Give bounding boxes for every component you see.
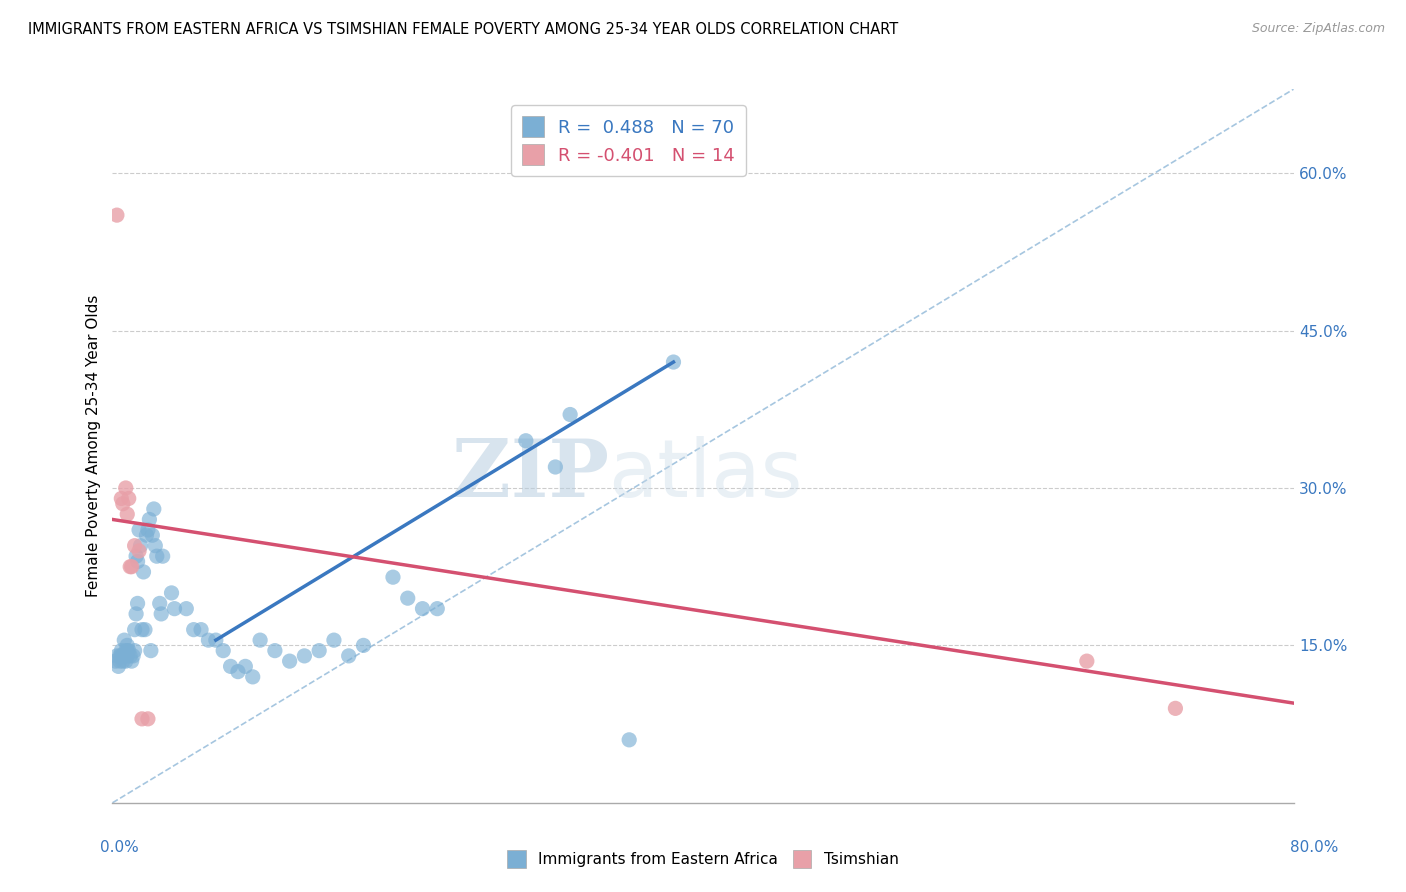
Point	[110, 643, 132, 657]
Point	[150, 607, 173, 621]
Point	[142, 502, 165, 516]
Point	[515, 434, 537, 448]
Point	[292, 648, 315, 663]
Point	[382, 570, 405, 584]
Point	[125, 607, 148, 621]
Point	[411, 601, 433, 615]
Point	[110, 491, 132, 506]
Point	[138, 512, 160, 526]
Point	[128, 523, 150, 537]
Point	[160, 586, 183, 600]
Point	[134, 623, 156, 637]
Point	[149, 596, 172, 610]
Point	[125, 549, 148, 564]
Y-axis label: Female Poverty Among 25-34 Year Olds: Female Poverty Among 25-34 Year Olds	[86, 295, 101, 597]
Point	[396, 591, 419, 606]
Point	[112, 648, 135, 663]
Point	[122, 648, 145, 663]
Point	[139, 643, 162, 657]
Point	[124, 539, 146, 553]
Point	[111, 497, 134, 511]
Point	[242, 670, 264, 684]
Point	[124, 643, 146, 657]
Point	[174, 601, 197, 615]
Point	[136, 712, 159, 726]
Point	[128, 544, 150, 558]
Point	[121, 559, 143, 574]
Point	[205, 633, 228, 648]
Point	[212, 643, 235, 657]
Point	[111, 648, 134, 663]
Point	[219, 659, 242, 673]
Point	[118, 643, 141, 657]
Point	[110, 648, 132, 663]
Point	[114, 643, 136, 657]
Point	[117, 643, 138, 657]
Point	[163, 601, 186, 615]
Point	[114, 654, 136, 668]
Point	[112, 633, 135, 648]
Point	[1164, 701, 1187, 715]
Point	[105, 648, 128, 663]
Point	[197, 633, 219, 648]
Text: 80.0%: 80.0%	[1291, 840, 1339, 855]
Point	[426, 601, 449, 615]
Point	[337, 648, 360, 663]
Point	[131, 712, 153, 726]
Point	[1076, 654, 1098, 668]
Point	[118, 491, 141, 506]
Point	[120, 559, 142, 574]
Point	[141, 528, 163, 542]
Point	[120, 648, 142, 663]
Point	[558, 408, 582, 422]
Point	[619, 732, 641, 747]
Point	[264, 643, 287, 657]
Point	[117, 639, 138, 653]
Point	[117, 648, 138, 663]
Point	[121, 654, 143, 668]
Point	[129, 539, 152, 553]
Point	[226, 665, 249, 679]
Point	[114, 481, 136, 495]
Point	[278, 654, 301, 668]
Text: IMMIGRANTS FROM EASTERN AFRICA VS TSIMSHIAN FEMALE POVERTY AMONG 25-34 YEAR OLDS: IMMIGRANTS FROM EASTERN AFRICA VS TSIMSH…	[28, 22, 898, 37]
Text: atlas: atlas	[609, 435, 803, 514]
Point	[131, 623, 153, 637]
Point	[143, 539, 166, 553]
Text: Source: ZipAtlas.com: Source: ZipAtlas.com	[1251, 22, 1385, 36]
Point	[127, 554, 149, 568]
Point	[107, 659, 129, 673]
Point	[124, 623, 146, 637]
Point	[662, 355, 685, 369]
Point	[117, 507, 138, 521]
Point	[233, 659, 256, 673]
Point	[111, 654, 134, 668]
Point	[105, 208, 128, 222]
Point	[323, 633, 346, 648]
Point	[544, 460, 567, 475]
Point	[146, 549, 169, 564]
Point	[352, 639, 374, 653]
Point	[183, 623, 205, 637]
Legend: Immigrants from Eastern Africa, Tsimshian: Immigrants from Eastern Africa, Tsimshia…	[502, 844, 904, 873]
Point	[190, 623, 212, 637]
Point	[136, 523, 159, 537]
Point	[135, 528, 157, 542]
Point	[249, 633, 271, 648]
Point	[152, 549, 174, 564]
Point	[104, 654, 127, 668]
Point	[127, 596, 149, 610]
Point	[108, 648, 131, 663]
Point	[108, 654, 131, 668]
Point	[132, 565, 155, 579]
Text: ZIP: ZIP	[451, 435, 609, 514]
Point	[308, 643, 330, 657]
Text: 0.0%: 0.0%	[100, 840, 139, 855]
